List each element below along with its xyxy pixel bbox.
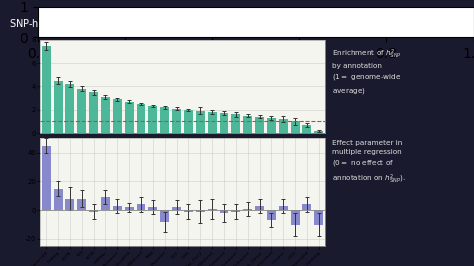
Bar (160, 107, 169, 133)
Bar (101, 97, 110, 133)
Bar (101, 197, 110, 210)
Bar (184, 110, 193, 133)
Bar (160, 210, 169, 222)
Bar (279, 119, 288, 133)
Bar (125, 207, 134, 210)
Text: Enrichment of $h^2_{\mathrm{SNP}}$
by annotation
$(1 =$ genome-wide
average$)$: Enrichment of $h^2_{\mathrm{SNP}}$ by an… (332, 47, 402, 96)
Bar (113, 99, 122, 133)
Bar (77, 89, 86, 133)
Bar (255, 206, 264, 210)
Bar (184, 210, 193, 211)
Bar (267, 118, 276, 133)
Text: SNP-heritability ($h^2_{\mathrm{SNP}}$) by genome annotation: SNP-heritability ($h^2_{\mathrm{SNP}}$) … (9, 16, 230, 33)
Bar (65, 84, 74, 133)
Bar (314, 210, 323, 225)
Bar (148, 106, 157, 133)
Bar (219, 210, 228, 213)
Bar (89, 210, 98, 211)
Bar (291, 210, 300, 225)
Bar (302, 204, 311, 210)
Bar (148, 207, 157, 210)
Bar (243, 115, 252, 133)
Bar (243, 209, 252, 210)
Bar (89, 92, 98, 133)
Bar (208, 209, 217, 210)
Bar (54, 189, 63, 210)
Text: Effect parameter in
multiple regression
$(0 =$ no effect of
annotation on $h^2_{: Effect parameter in multiple regression … (332, 140, 406, 186)
Bar (231, 114, 240, 133)
Bar (196, 111, 205, 133)
Bar (113, 206, 122, 210)
Bar (196, 210, 205, 211)
Bar (314, 131, 323, 133)
Bar (137, 204, 146, 210)
Bar (279, 206, 288, 210)
Bar (219, 113, 228, 133)
Bar (172, 109, 181, 133)
Bar (54, 81, 63, 133)
Bar (42, 146, 51, 210)
Bar (137, 104, 146, 133)
Bar (42, 46, 51, 133)
Bar (172, 207, 181, 210)
Bar (208, 112, 217, 133)
Bar (267, 210, 276, 220)
Bar (291, 121, 300, 133)
Bar (65, 199, 74, 210)
Bar (77, 199, 86, 210)
Bar (302, 125, 311, 133)
Bar (125, 102, 134, 133)
Bar (231, 210, 240, 211)
Bar (255, 117, 264, 133)
